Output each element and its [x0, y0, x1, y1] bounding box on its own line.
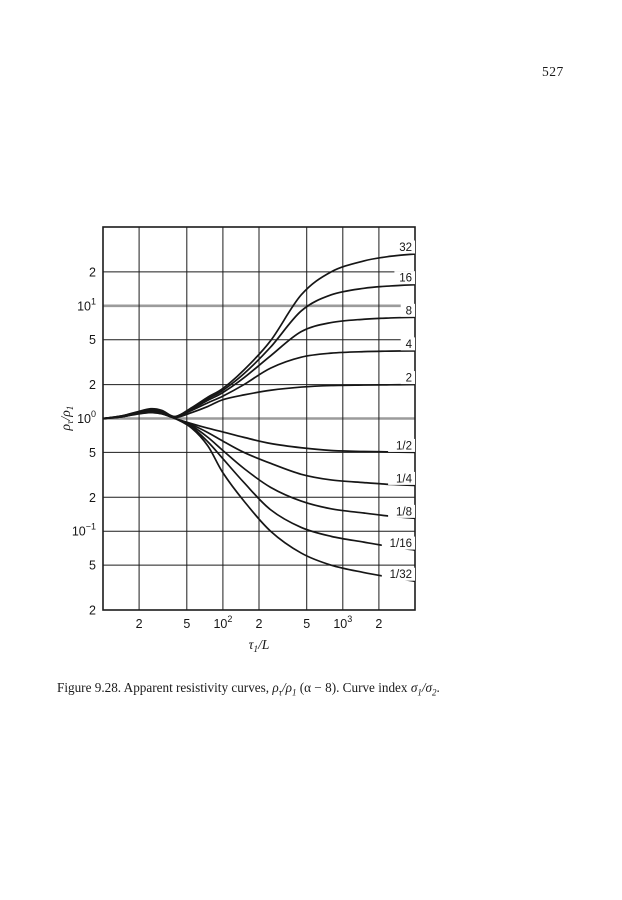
x-tick-label: 103 — [333, 614, 352, 631]
y-tick-label: 2 — [89, 378, 96, 392]
caption-tau-sub: τ — [278, 687, 282, 698]
caption-math-sigma-ratio: σ1/σ2 — [410, 680, 437, 698]
x-tick-label: 2 — [375, 617, 382, 631]
caption-slash: / — [281, 680, 286, 695]
x-axis-ticks: 2 5 102 2 5 103 2 — [136, 614, 383, 631]
x-axis-title: τ1/L — [249, 637, 270, 655]
caption-one-sub: 1 — [291, 687, 297, 698]
caption-figure-label: Figure 9.28. — [57, 680, 122, 695]
x-tick-label: 2 — [256, 617, 263, 631]
curve-label-1-8: 1/8 — [396, 506, 412, 518]
curve-label-2: 2 — [406, 373, 412, 385]
curve-label-16: 16 — [399, 273, 412, 285]
y-tick-label: 2 — [89, 265, 96, 279]
caption-rho: ρ — [285, 680, 292, 695]
x-tick-label: 2 — [136, 617, 143, 631]
caption-sigma: σ — [410, 680, 418, 695]
curve-label-4: 4 — [406, 339, 413, 351]
y-tick-label: 5 — [89, 446, 96, 460]
curve-label-1-16: 1/16 — [390, 538, 412, 550]
x-tick-label: 5 — [303, 617, 310, 631]
caption-text: (α − 8). Curve index — [296, 680, 411, 695]
curve-label-1-32: 1/32 — [390, 569, 412, 581]
curve-label-8: 8 — [406, 305, 412, 317]
resistivity-chart: 32 16 8 4 2 1/2 1/4 1/8 1/16 1/32 2 101 5 2 100 5 2 10−1 5… — [58, 226, 416, 655]
page-number: 527 — [542, 64, 564, 79]
y-tick-label: 2 — [89, 491, 96, 505]
y-tick-label: 2 — [89, 604, 96, 618]
y-axis-ticks: 2 101 5 2 100 5 2 10−1 5 2 — [72, 265, 96, 617]
figure-caption: Figure 9.28. Apparent resistivity curves… — [57, 679, 577, 697]
y-tick-label: 5 — [89, 559, 96, 573]
caption-math-rho-ratio: ρτ/ρ1 — [272, 680, 297, 698]
caption-text: . — [436, 680, 440, 695]
caption-slash: / — [421, 680, 426, 695]
caption-rho: ρ — [272, 680, 279, 695]
y-tick-label: 101 — [77, 296, 96, 313]
curve-1-32 — [102, 410, 416, 583]
curve-label-32: 32 — [399, 242, 412, 254]
y-tick-label: 5 — [89, 333, 96, 347]
curve-labels: 32 16 8 4 2 1/2 1/4 1/8 1/16 1/32 — [381, 240, 415, 581]
caption-two-sub: 2 — [432, 687, 437, 698]
x-tick-label: 102 — [213, 614, 232, 631]
y-axis-title: ρτ/ρ1 — [58, 406, 76, 432]
x-tick-label: 5 — [183, 617, 190, 631]
y-tick-label: 100 — [77, 409, 96, 426]
curves — [102, 253, 416, 583]
y-tick-label: 10−1 — [72, 522, 96, 539]
caption-text: Apparent resistivity curves, — [121, 680, 273, 695]
curve-label-1-2: 1/2 — [396, 440, 412, 452]
caption-sigma: σ — [425, 680, 433, 695]
curve-label-1-4: 1/4 — [396, 473, 413, 485]
caption-one-sub: 1 — [417, 687, 422, 698]
